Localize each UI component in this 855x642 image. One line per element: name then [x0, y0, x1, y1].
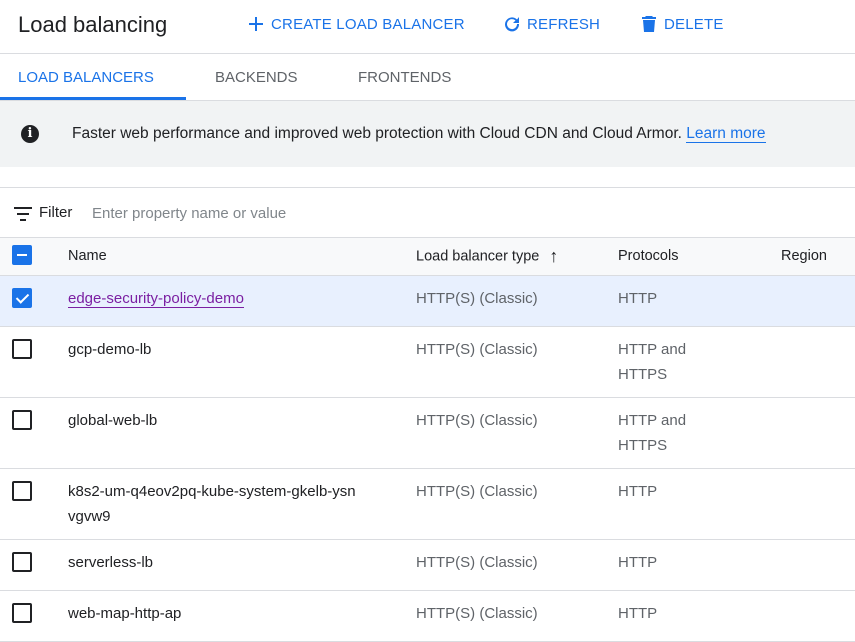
column-header-type[interactable]: Load balancer type ↑ — [416, 238, 618, 276]
lb-protocols: HTTP and HTTPS — [618, 326, 781, 398]
row-checkbox[interactable] — [12, 338, 32, 359]
table-row[interactable]: global-web-lb HTTP(S) (Classic) HTTP and… — [0, 397, 855, 469]
type-header-label: Load balancer type — [416, 248, 540, 265]
page-header: Load balancing CREATE LOAD BALANCER REFR… — [0, 0, 855, 54]
lb-name[interactable]: global-web-lb — [68, 411, 158, 429]
info-banner: i Faster web performance and improved we… — [0, 101, 855, 167]
column-header-region[interactable]: Region — [781, 238, 855, 276]
lb-type: HTTP(S) (Classic) — [416, 590, 618, 642]
trash-icon — [642, 16, 656, 32]
table-row[interactable]: k8s2-um-q4eov2pq-kube-system-gkelb-ysnvg… — [0, 468, 855, 540]
create-label: CREATE LOAD BALANCER — [271, 15, 465, 33]
lb-type: HTTP(S) (Classic) — [416, 275, 618, 327]
info-icon: i — [21, 125, 39, 143]
load-balancers-table: Name Load balancer type ↑ Protocols Regio… — [0, 238, 855, 642]
lb-name[interactable]: serverless-lb — [68, 553, 154, 571]
refresh-icon — [505, 17, 520, 32]
tab-bar: LOAD BALANCERS BACKENDS FRONTENDS — [0, 55, 855, 101]
tab-backends[interactable]: BACKENDS — [215, 69, 298, 86]
create-load-balancer-button[interactable]: CREATE LOAD BALANCER — [247, 15, 465, 33]
column-header-name[interactable]: Name — [68, 238, 416, 276]
lb-type: HTTP(S) (Classic) — [416, 397, 618, 469]
table-row[interactable]: serverless-lb HTTP(S) (Classic) HTTP — [0, 539, 855, 591]
lb-type: HTTP(S) (Classic) — [416, 468, 618, 540]
refresh-button[interactable]: REFRESH — [503, 15, 600, 33]
row-checkbox[interactable] — [12, 551, 32, 572]
lb-region — [781, 468, 855, 540]
table-row[interactable]: edge-security-policy-demo HTTP(S) (Class… — [0, 275, 855, 327]
lb-name[interactable]: gcp-demo-lb — [68, 340, 152, 358]
filter-input[interactable] — [92, 201, 492, 225]
lb-protocols: HTTP and HTTPS — [618, 397, 781, 469]
lb-region — [781, 590, 855, 642]
lb-region — [781, 275, 855, 327]
row-checkbox[interactable] — [12, 409, 32, 430]
lb-name[interactable]: web-map-http-ap — [68, 604, 182, 622]
learn-more-link[interactable]: Learn more — [686, 125, 766, 143]
lb-region — [781, 397, 855, 469]
tab-load-balancers[interactable]: LOAD BALANCERS — [18, 69, 154, 86]
tab-frontends[interactable]: FRONTENDS — [358, 69, 452, 86]
lb-region — [781, 326, 855, 398]
filter-bar: Filter — [0, 187, 855, 238]
lb-region — [781, 539, 855, 591]
banner-text: Faster web performance and improved web … — [72, 125, 682, 142]
row-checkbox[interactable] — [12, 480, 32, 501]
table-row[interactable]: web-map-http-ap HTTP(S) (Classic) HTTP — [0, 590, 855, 642]
lb-type: HTTP(S) (Classic) — [416, 539, 618, 591]
lb-name-link[interactable]: edge-security-policy-demo — [68, 289, 244, 308]
delete-button[interactable]: DELETE — [640, 15, 724, 33]
column-header-protocols[interactable]: Protocols — [618, 238, 781, 276]
select-all-checkbox[interactable] — [12, 245, 32, 266]
delete-label: DELETE — [664, 15, 724, 33]
refresh-label: REFRESH — [527, 15, 601, 33]
lb-protocols: HTTP — [618, 468, 781, 540]
row-checkbox[interactable] — [12, 602, 32, 623]
lb-type: HTTP(S) (Classic) — [416, 326, 618, 398]
row-checkbox[interactable] — [12, 287, 32, 308]
page-title: Load balancing — [18, 12, 168, 37]
lb-protocols: HTTP — [618, 539, 781, 591]
table-row[interactable]: gcp-demo-lb HTTP(S) (Classic) HTTP and H… — [0, 326, 855, 398]
lb-name[interactable]: k8s2-um-q4eov2pq-kube-system-gkelb-ysnvg… — [68, 482, 356, 525]
filter-icon — [14, 207, 32, 221]
sort-ascending-icon[interactable]: ↑ — [549, 245, 559, 266]
filter-label: Filter — [39, 204, 73, 221]
lb-protocols: HTTP — [618, 590, 781, 642]
lb-protocols: HTTP — [618, 275, 781, 327]
active-tab-indicator — [0, 97, 186, 100]
plus-icon — [249, 17, 263, 31]
